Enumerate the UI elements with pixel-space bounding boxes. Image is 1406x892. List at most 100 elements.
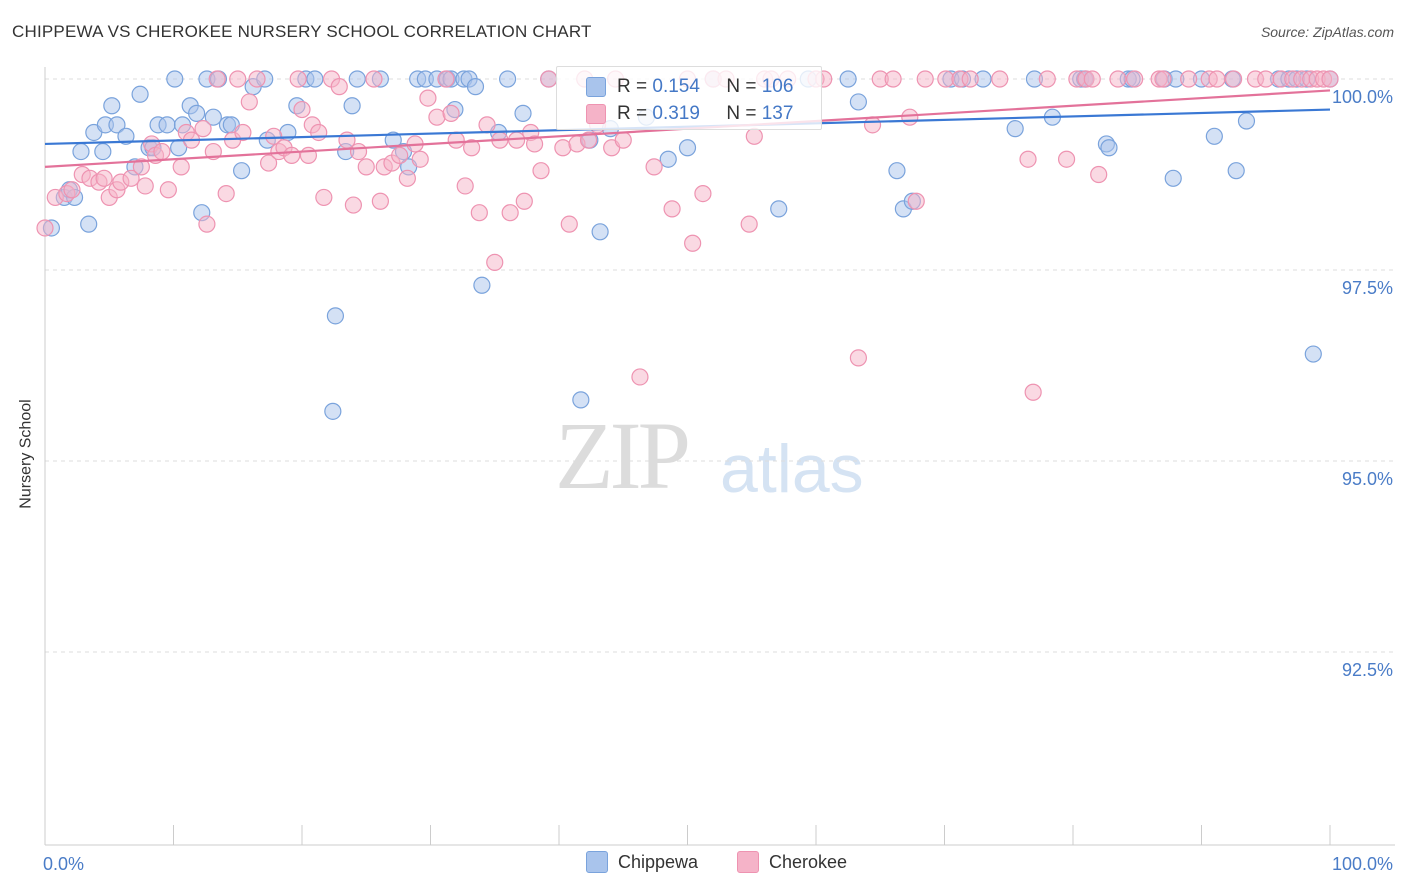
chippewa-point (849, 93, 868, 111)
cherokee-point (614, 131, 632, 149)
cherokee-point (916, 70, 934, 88)
cherokee-point (198, 215, 216, 233)
chippewa-point (204, 108, 222, 126)
cherokee-point (470, 204, 488, 222)
chippewa-point (1100, 139, 1118, 157)
y-tick-label: 97.5% (1342, 278, 1393, 298)
chippewa-point (572, 391, 590, 409)
chippewa-point (188, 104, 206, 122)
chippewa-point (1304, 345, 1322, 363)
y-tick-label: 92.5% (1342, 660, 1393, 680)
cherokee-point (540, 70, 558, 88)
cherokee-point (419, 89, 437, 107)
chippewa-point (1205, 127, 1223, 145)
chippewa-legend-label: Chippewa (618, 851, 699, 872)
legend-n-label: N = (726, 103, 757, 124)
cherokee-point (248, 70, 266, 88)
chippewa-point (306, 70, 324, 88)
cherokee-point (153, 142, 171, 161)
cherokee-point (315, 188, 333, 207)
cherokee-point (1321, 70, 1339, 88)
cherokee-point (234, 123, 252, 142)
cherokee-point (884, 70, 902, 88)
cherokee-point (259, 154, 278, 172)
cherokee-point (1109, 70, 1127, 88)
chippewa-point (499, 70, 517, 88)
chippewa-point (1164, 169, 1182, 187)
cherokee-point (560, 215, 578, 233)
cherokee-point (208, 70, 226, 88)
cherokee-point (684, 234, 702, 252)
chippewa-point (678, 139, 697, 157)
cherokee-point (907, 192, 925, 210)
chippewa-point (659, 150, 677, 168)
y-tick-label: 100.0% (1332, 87, 1393, 107)
chippewa-point (131, 85, 149, 103)
cherokee-point (694, 185, 712, 203)
chippewa-point (1237, 112, 1256, 130)
cherokee-point (136, 177, 154, 195)
chippewa-point (466, 78, 485, 96)
cherokee-point (132, 158, 150, 176)
y-axis-label: Nursery School (17, 399, 35, 509)
cherokee-point (486, 253, 504, 271)
chippewa-point (324, 402, 342, 420)
chippewa-point (233, 162, 251, 180)
cherokee-point (1257, 70, 1275, 88)
chippewa-legend-swatch (586, 851, 608, 873)
y-tick-label: 95.0% (1342, 469, 1393, 489)
x-tick-label: 0.0% (43, 854, 84, 874)
cherokee-point (1154, 70, 1172, 88)
cherokee-point (36, 219, 54, 237)
legend-n-value: 137 (761, 103, 794, 124)
cherokee-legend-swatch (737, 851, 759, 873)
cherokee-point (428, 108, 446, 126)
cherokee-point (501, 204, 519, 222)
cherokee-swatch (586, 104, 606, 124)
cherokee-point (525, 135, 544, 153)
cherokee-point (265, 127, 283, 145)
cherokee-point (579, 131, 598, 149)
cherokee-point (310, 123, 328, 142)
cherokee-point (901, 108, 919, 126)
chippewa-point (72, 142, 90, 161)
chippewa-point (117, 127, 135, 145)
cherokee-point (240, 93, 258, 111)
bottom-legend-chippewa: Chippewa (586, 851, 698, 873)
cherokee-point (217, 185, 235, 203)
legend-n-label: N = (726, 76, 757, 97)
chippewa-point (108, 116, 126, 134)
cherokee-point (293, 100, 311, 119)
cherokee-point (330, 78, 348, 96)
cherokee-point (1225, 70, 1243, 88)
cherokee-point (437, 70, 455, 88)
chippewa-point (1006, 120, 1024, 138)
chippewa-point (473, 276, 491, 294)
cherokee-point (1208, 70, 1226, 88)
legend-r-label: R = (617, 76, 648, 97)
cherokee-point (95, 169, 113, 187)
cherokee-point (478, 116, 496, 134)
cherokee-point (63, 181, 81, 199)
cherokee-point (371, 192, 389, 210)
cherokee-point (1057, 150, 1076, 168)
bottom-legend-cherokee: Cherokee (737, 851, 847, 873)
watermark-zip: ZIP (555, 402, 691, 509)
cherokee-point (456, 177, 474, 195)
cherokee-point (745, 127, 763, 145)
cherokee-point (532, 162, 550, 180)
chippewa-point (839, 70, 857, 88)
chippewa-point (591, 223, 609, 241)
cherokee-point (1083, 70, 1101, 88)
cherokee-point (740, 215, 758, 233)
chippewa-point (326, 307, 345, 325)
chart-title: CHIPPEWA VS CHEROKEE NURSERY SCHOOL CORR… (12, 22, 592, 41)
cherokee-point (961, 70, 979, 88)
chippewa-point (1227, 162, 1245, 180)
cherokee-point (122, 169, 140, 187)
cherokee-point (447, 131, 465, 149)
cherokee-point (365, 70, 383, 88)
chippewa-point (158, 116, 176, 134)
cherokee-point (863, 116, 882, 134)
